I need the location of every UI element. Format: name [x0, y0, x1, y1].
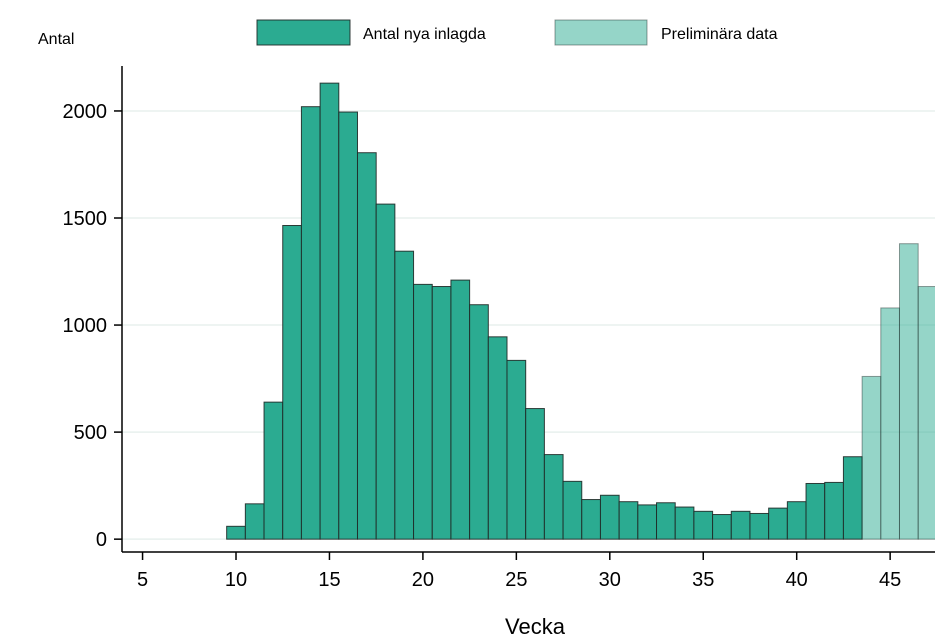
x-tick-label-15: 15 [318, 569, 340, 591]
bar-week-28 [562, 480, 583, 540]
bar-week-30 [599, 494, 620, 540]
x-tick-label-40: 40 [786, 569, 808, 591]
x-tick-label-20: 20 [412, 569, 434, 591]
bar-week-32 [637, 504, 658, 540]
bar-week-27 [543, 454, 564, 540]
bar-week-21 [431, 286, 452, 540]
bar-preliminary-week-44 [861, 375, 882, 540]
bar-week-26 [525, 408, 545, 540]
bar-week-10 [226, 525, 246, 540]
bar-week-41 [805, 482, 826, 540]
y-tick-label-0: 0 [96, 529, 107, 551]
legend-swatch-preliminary [554, 19, 648, 46]
legend: Antal nya inlagda Preliminära data [256, 19, 778, 46]
bar-week-19 [394, 250, 415, 540]
bar-week-12 [263, 401, 284, 540]
bar-week-14 [300, 106, 321, 540]
bar-week-42 [824, 481, 844, 540]
bar-week-17 [356, 152, 377, 540]
bar-preliminary-week-46 [898, 243, 919, 540]
bar-week-29 [581, 499, 601, 540]
bar-week-24 [487, 336, 508, 540]
y-axis-title: Antal [38, 31, 74, 48]
bar-preliminary-week-45 [880, 307, 900, 540]
y-tick-label-500: 500 [74, 422, 107, 444]
bars [226, 82, 935, 540]
x-tick-label-35: 35 [692, 569, 714, 591]
bar-week-23 [469, 304, 489, 540]
x-tick-label-25: 25 [505, 569, 527, 591]
y-tick-label-1500: 1500 [63, 208, 108, 230]
legend-swatch-new-admissions [256, 19, 351, 46]
x-tick-label-5: 5 [137, 569, 148, 591]
bar-week-40 [786, 501, 807, 540]
bar-preliminary-week-47 [917, 286, 935, 540]
bar-week-13 [282, 225, 302, 540]
x-tick-label-30: 30 [599, 569, 621, 591]
bar-week-31 [618, 501, 639, 540]
bar-week-11 [244, 503, 265, 540]
bar-week-18 [375, 203, 396, 540]
bar-week-39 [768, 507, 788, 540]
y-tick-label-1000: 1000 [63, 315, 108, 337]
bar-week-22 [450, 279, 471, 540]
legend-label-new-admissions: Antal nya inlagda [363, 26, 486, 43]
bar-week-15 [319, 82, 340, 540]
bar-week-43 [842, 456, 863, 540]
x-tick-label-10: 10 [225, 569, 247, 591]
bar-week-16 [338, 111, 358, 540]
bar-week-38 [749, 512, 770, 540]
y-tick-label-2000: 2000 [63, 101, 108, 123]
bar-week-34 [674, 506, 695, 540]
axes [121, 66, 935, 553]
bar-week-37 [730, 510, 751, 540]
bar-week-35 [693, 510, 714, 540]
bar-week-33 [656, 502, 676, 540]
x-axis-title: Vecka [505, 614, 566, 637]
bar-week-25 [506, 359, 527, 540]
ticks: 0 500 1000 1500 2000 5 10 15 20 25 30 35 40 45 [63, 101, 902, 591]
legend-label-preliminary: Preliminära data [661, 26, 778, 43]
bar-week-36 [712, 514, 732, 540]
x-tick-label-45: 45 [879, 569, 901, 591]
bar-week-20 [413, 283, 433, 540]
